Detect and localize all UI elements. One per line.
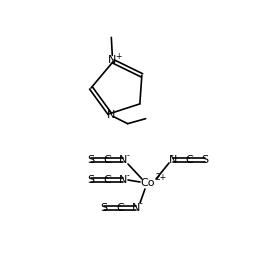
Text: S: S: [101, 203, 108, 213]
Text: N: N: [132, 203, 140, 213]
Text: Co: Co: [141, 178, 155, 188]
Text: S: S: [87, 175, 95, 185]
Text: -: -: [171, 152, 173, 161]
Text: N: N: [119, 155, 127, 165]
Text: -: -: [127, 171, 129, 180]
Text: C: C: [103, 155, 111, 165]
Text: -: -: [127, 152, 129, 161]
Text: C: C: [185, 155, 193, 165]
Text: C: C: [103, 175, 111, 185]
Text: C: C: [116, 203, 124, 213]
Text: -: -: [140, 200, 142, 209]
Text: S: S: [201, 155, 209, 165]
Text: N: N: [106, 110, 115, 120]
Text: S: S: [87, 155, 95, 165]
Text: 2+: 2+: [155, 174, 167, 182]
Text: N: N: [169, 155, 177, 165]
Text: +: +: [115, 52, 122, 61]
Text: N: N: [119, 175, 127, 185]
Text: N: N: [108, 55, 116, 66]
